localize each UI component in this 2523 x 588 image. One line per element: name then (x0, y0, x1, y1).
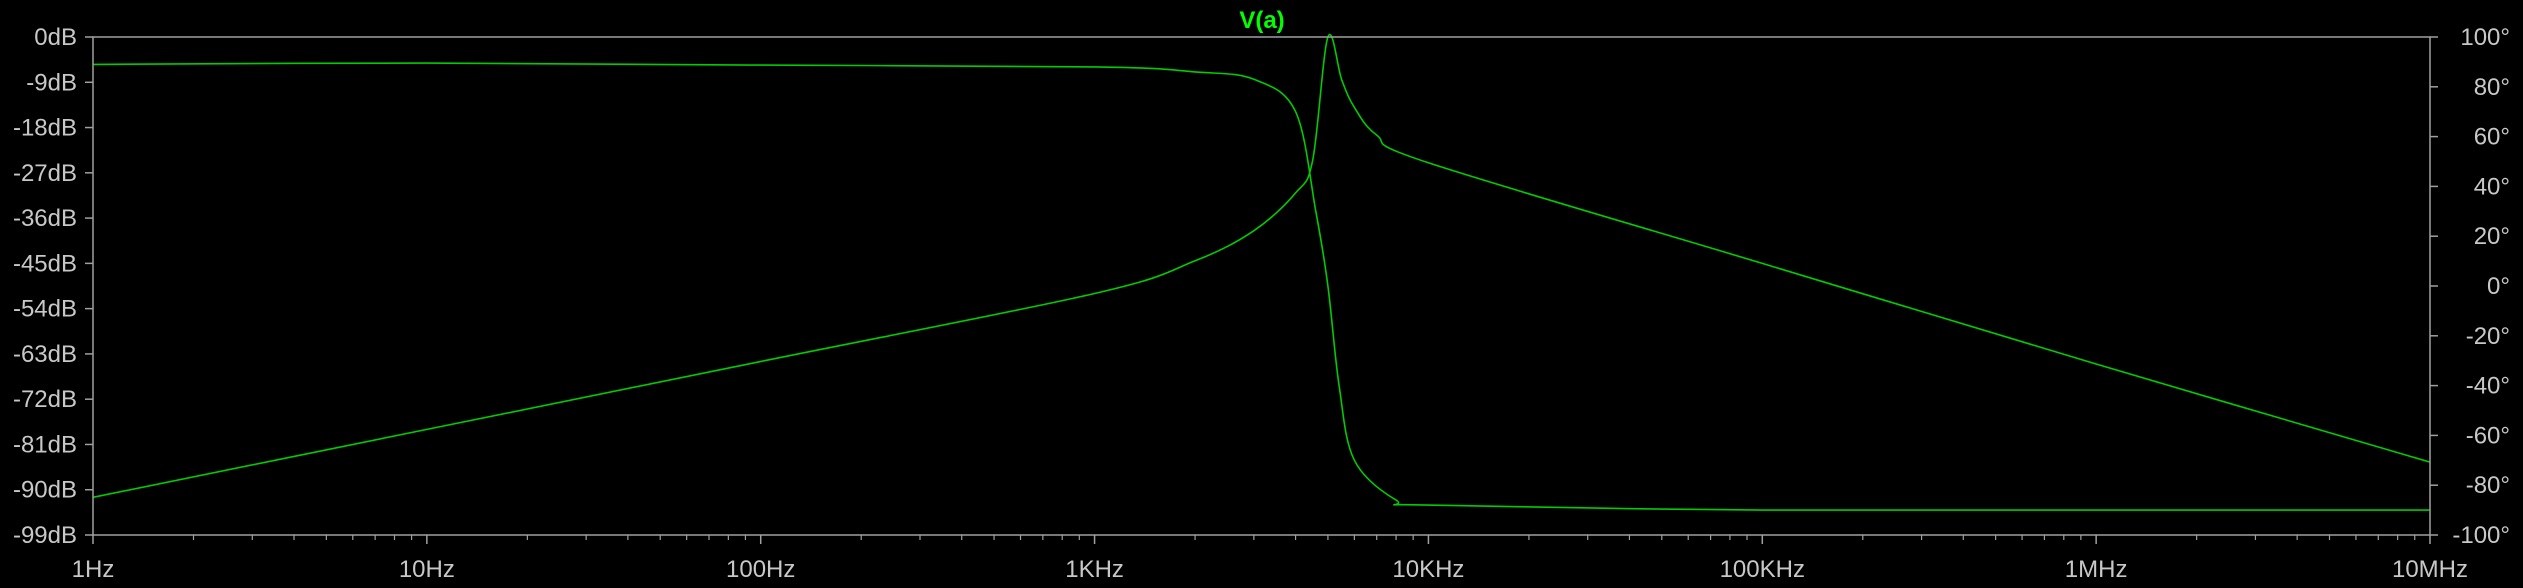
x-tick-label: 10MHz (2392, 556, 2468, 583)
y-right-tick-label: 0° (2487, 273, 2510, 300)
y-left-tick-label: 0dB (34, 24, 77, 51)
y-right-tick-label: 80° (2474, 74, 2510, 101)
y-right-tick-label: -60° (2466, 422, 2510, 449)
x-tick-label: 100Hz (726, 556, 795, 583)
traces (92, 33, 2431, 512)
y-left-tick-label: -36dB (13, 205, 77, 232)
y-left-tick-label: -90dB (13, 477, 77, 504)
y-left-tick-label: -72dB (13, 386, 77, 413)
y-left-tick-label: -9dB (26, 69, 77, 96)
y-left-tick-label: -18dB (13, 115, 77, 142)
x-tick-label: 1MHz (2065, 556, 2128, 583)
chart-title: V(a) (1239, 7, 1284, 34)
y-left-tick-label: -27dB (13, 160, 77, 187)
y-right-tick-label: -40° (2466, 373, 2510, 400)
y-left-tick-label: -99dB (13, 522, 77, 549)
y-right-tick-label: 40° (2474, 173, 2510, 200)
x-tick-label: 1KHz (1065, 556, 1124, 583)
y-left-tick-label: -45dB (13, 250, 77, 277)
y-right-tick-label: -100° (2452, 522, 2510, 549)
y-right-tick-label: -20° (2466, 323, 2510, 350)
y-right-tick-label: 20° (2474, 223, 2510, 250)
x-tick-label: 100KHz (1720, 556, 1805, 583)
x-tick-label: 1Hz (72, 556, 115, 583)
y-left-tick-label: -54dB (13, 296, 77, 323)
y-left-tick-label: -63dB (13, 341, 77, 368)
x-tick-label: 10Hz (399, 556, 455, 583)
y-left-tick-label: -81dB (13, 431, 77, 458)
y-right-tick-label: -80° (2466, 472, 2510, 499)
magnitude-trace (92, 33, 2431, 499)
tick-labels: 1Hz 10Hz 100Hz 1KHz 10KHz 100KHz 1MHz 10MHz 0dB -… (13, 24, 2510, 583)
phase-trace (92, 62, 2430, 512)
x-tick-label: 10KHz (1392, 556, 1464, 583)
y-right-tick-label: 100° (2460, 24, 2510, 51)
tick-marks (85, 36, 2438, 544)
plot-frame (92, 36, 2431, 536)
y-right-tick-label: 60° (2474, 124, 2510, 151)
